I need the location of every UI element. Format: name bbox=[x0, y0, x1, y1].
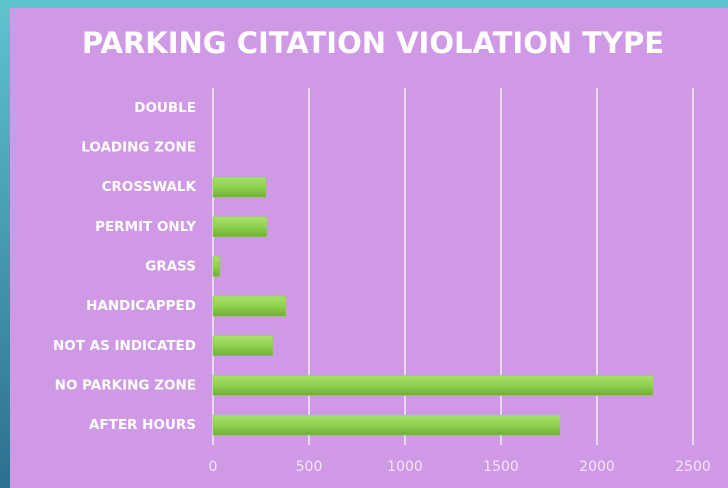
y-tick-label: HANDICAPPED bbox=[86, 298, 196, 314]
bar bbox=[212, 256, 221, 277]
x-tick-label: 1000 bbox=[387, 459, 423, 475]
x-tick-label: 2000 bbox=[579, 459, 615, 475]
x-tick-label: 1500 bbox=[483, 459, 519, 475]
bar bbox=[212, 414, 561, 436]
y-tick-label: LOADING ZONE bbox=[81, 140, 196, 156]
x-tick-label: 500 bbox=[296, 459, 323, 475]
x-tick-label: 2500 bbox=[675, 459, 711, 475]
y-tick-label: CROSSWALK bbox=[102, 179, 197, 195]
chart-title: PARKING CITATION VIOLATION TYPE bbox=[82, 26, 664, 60]
plot-background bbox=[10, 8, 728, 488]
y-tick-label: NO PARKING ZONE bbox=[55, 378, 196, 394]
bar bbox=[212, 335, 274, 357]
y-tick-label: GRASS bbox=[145, 259, 196, 275]
y-tick-label: AFTER HOURS bbox=[89, 417, 196, 433]
bar bbox=[212, 375, 654, 396]
bar bbox=[212, 295, 287, 317]
y-tick-label: NOT AS INDICATED bbox=[53, 338, 196, 354]
x-tick-label: 0 bbox=[209, 459, 218, 475]
y-tick-label: DOUBLE bbox=[134, 100, 196, 116]
y-tick-label: PERMIT ONLY bbox=[95, 219, 196, 235]
bar bbox=[212, 216, 268, 238]
bar bbox=[212, 176, 267, 198]
